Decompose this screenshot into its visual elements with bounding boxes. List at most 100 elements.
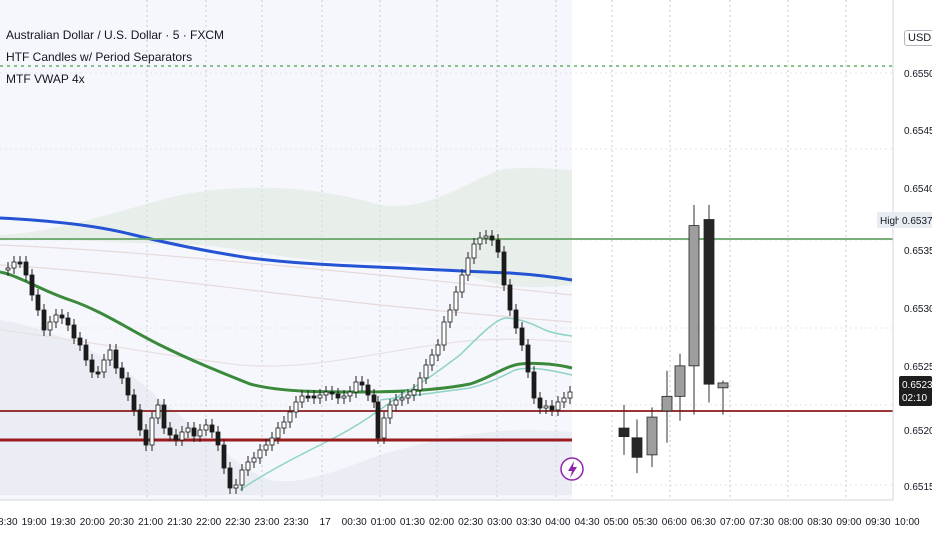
- candle-body: [101, 359, 107, 373]
- candle-body: [387, 404, 393, 419]
- htf-candles: [618, 204, 729, 474]
- candle-body: [507, 284, 513, 311]
- lightning-icon[interactable]: [560, 457, 584, 481]
- time-tick: 04:30: [574, 517, 599, 528]
- symbol-title[interactable]: Australian Dollar / U.S. Dollar · 5 · FX…: [6, 28, 225, 42]
- candle-body: [537, 397, 543, 409]
- candle-body: [149, 417, 155, 446]
- candle-body: [399, 397, 405, 401]
- candle-body: [155, 404, 161, 419]
- candle-body: [17, 261, 23, 265]
- candle-body: [347, 391, 353, 397]
- candle-body: [29, 274, 35, 296]
- candle-body: [35, 294, 41, 311]
- htf-candle-body: [688, 225, 700, 367]
- candle-body: [41, 309, 47, 331]
- candle-body: [335, 393, 341, 399]
- candle-body: [257, 449, 263, 459]
- htf-candle-body: [646, 416, 658, 456]
- price-axis-panel[interactable]: [893, 0, 932, 550]
- candle-body: [549, 405, 555, 411]
- candle-body: [191, 427, 197, 437]
- price-candles: [5, 230, 573, 494]
- time-tick: 23:00: [254, 517, 279, 528]
- time-tick: 23:30: [283, 517, 308, 528]
- time-tick: 22:00: [196, 517, 221, 528]
- candle-body: [83, 344, 89, 361]
- candle-body: [543, 405, 549, 409]
- time-tick: 21:00: [138, 517, 163, 528]
- candle-body: [393, 399, 399, 406]
- candle-body: [113, 349, 119, 369]
- candle-body: [269, 437, 275, 446]
- candle-body: [293, 401, 299, 413]
- time-tick: 20:30: [109, 517, 134, 528]
- time-tick: 08:30: [807, 517, 832, 528]
- candle-body: [233, 484, 239, 489]
- vwap-teal-line-1: [239, 317, 573, 491]
- high-value-text: 0.65375: [902, 216, 932, 227]
- candle-body: [281, 421, 287, 429]
- candle-body: [65, 317, 71, 326]
- candle-body: [531, 371, 537, 399]
- time-tick: 05:30: [633, 517, 658, 528]
- candle-body: [495, 239, 501, 253]
- high-label-tag: [877, 212, 899, 228]
- candle-body: [441, 321, 447, 346]
- time-tick: 06:00: [662, 517, 687, 528]
- price-tick: 0.65150: [904, 482, 932, 493]
- candle-body: [567, 391, 573, 399]
- time-tick: 02:30: [458, 517, 483, 528]
- vwap-teal-line-2: [379, 367, 573, 401]
- time-tick: 04:00: [545, 517, 570, 528]
- candle-body: [287, 411, 293, 423]
- time-tick: 03:30: [516, 517, 541, 528]
- currency-button[interactable]: USD: [904, 30, 932, 46]
- htf-candle-body: [703, 219, 715, 385]
- candle-body: [215, 431, 221, 446]
- candle-body: [185, 427, 191, 433]
- candle-body: [429, 354, 435, 366]
- vwap-blue-line: [0, 216, 573, 282]
- time-axis-panel[interactable]: [0, 500, 932, 550]
- htf-candle-body: [618, 427, 630, 437]
- time-tick: 06:30: [691, 517, 716, 528]
- indicator-mtf-vwap[interactable]: MTF VWAP 4x: [6, 72, 85, 86]
- candle-body: [299, 395, 305, 403]
- candle-body: [53, 314, 59, 323]
- vwap-green-line: [0, 270, 573, 394]
- candle-body: [227, 467, 233, 489]
- time-axis-ticks: 18:30 19:00 19:30 20:00 20:30 21:00 21:30 22:00…: [0, 517, 920, 528]
- candle-body: [359, 381, 365, 386]
- time-tick: 21:30: [167, 517, 192, 528]
- last-price-text: 0.65235: [902, 380, 932, 391]
- time-tick: 20:00: [80, 517, 105, 528]
- high-label-text: High: [880, 216, 901, 227]
- candle-body: [71, 324, 77, 339]
- vwap-upper-band: [0, 167, 572, 288]
- candle-body: [341, 395, 347, 399]
- candle-body: [371, 394, 377, 403]
- vwap-band-line-2: [0, 264, 573, 323]
- time-tick: 09:30: [865, 517, 890, 528]
- indicator-htf-candles[interactable]: HTF Candles w/ Period Separators: [6, 50, 193, 64]
- candle-body: [137, 409, 143, 431]
- candle-body: [173, 434, 179, 441]
- candle-body: [89, 359, 95, 373]
- htf-candle-body: [661, 395, 673, 412]
- candle-body: [317, 394, 323, 399]
- time-tick: 01:00: [371, 517, 396, 528]
- time-tick: 19:30: [51, 517, 76, 528]
- chart-legend: Australian Dollar / U.S. Dollar · 5 · FX…: [6, 24, 224, 90]
- candle-body: [323, 391, 329, 396]
- candle-body: [519, 327, 525, 346]
- candle-body: [305, 395, 311, 399]
- htf-candle-body: [717, 382, 729, 389]
- high-value-tag: [899, 212, 932, 228]
